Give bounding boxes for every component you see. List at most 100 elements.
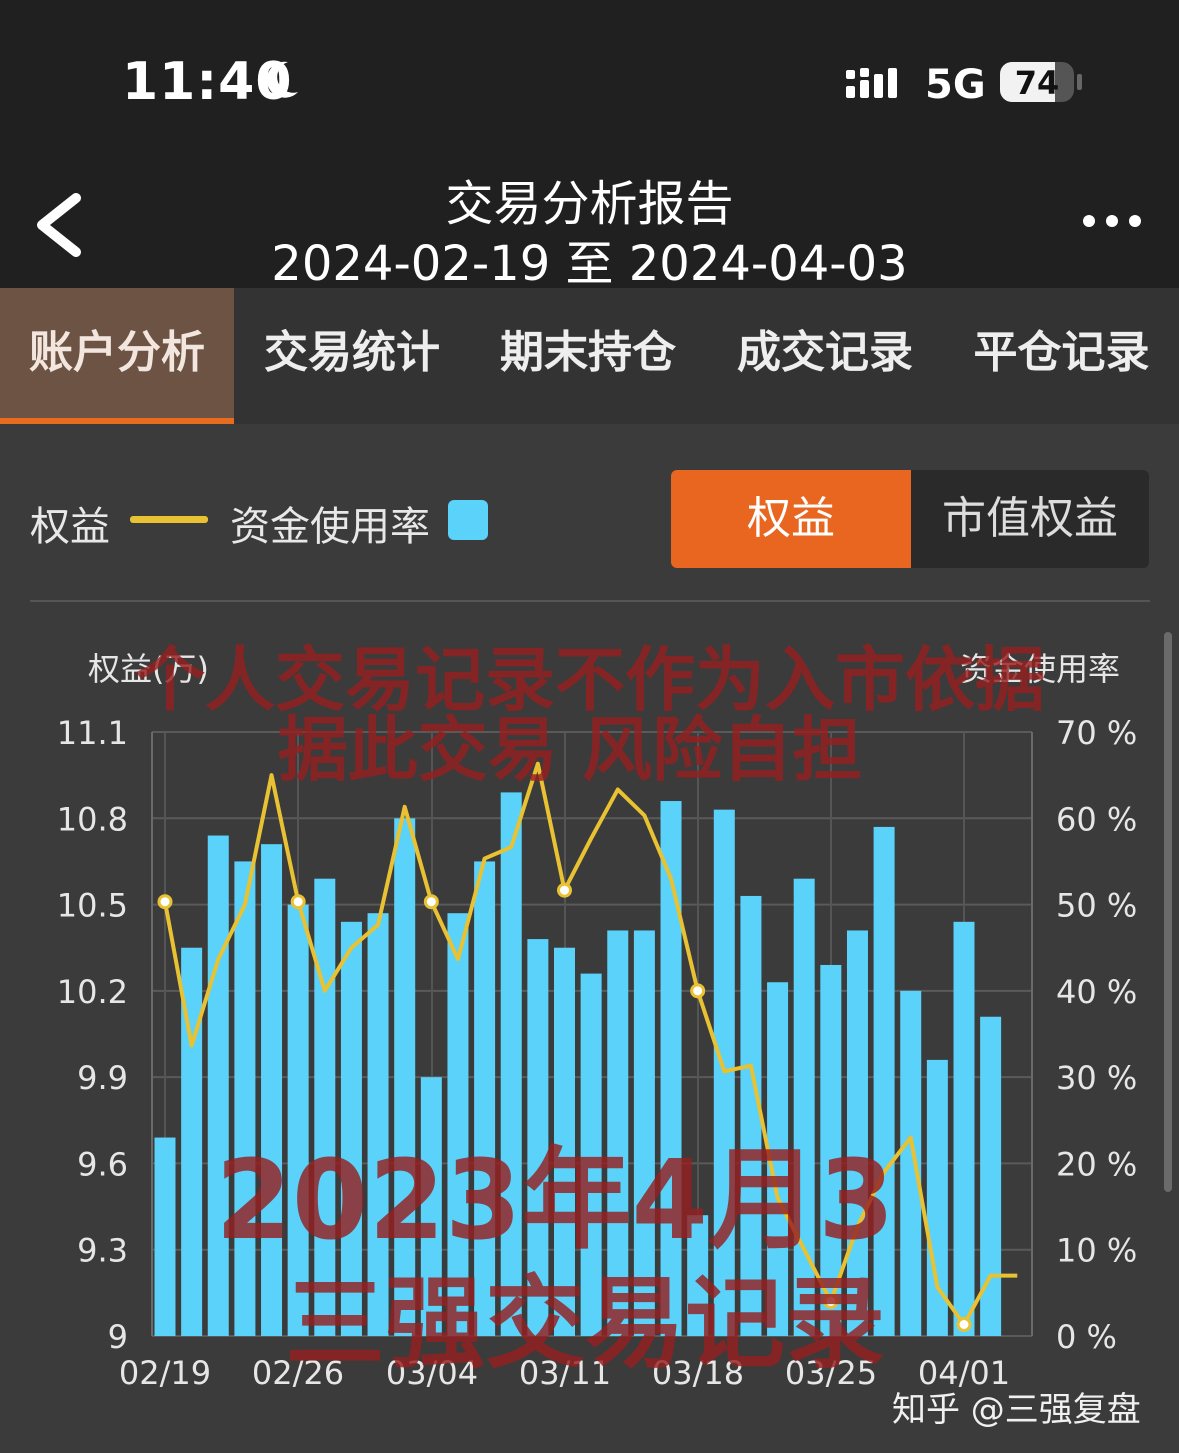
usage-bar <box>767 982 789 1336</box>
equity-point <box>823 1293 839 1309</box>
chart-legend: 权益 资金使用率 <box>0 470 1179 570</box>
usage-bar <box>261 844 283 1336</box>
battery-level: 74 <box>1014 64 1060 102</box>
more-icon[interactable] <box>1082 214 1142 228</box>
tab-fill-records[interactable]: 成交记录 <box>737 327 913 378</box>
usage-bar <box>580 973 602 1336</box>
tab-trade-stats[interactable]: 交易统计 <box>264 327 440 378</box>
battery-icon: 74 <box>1000 62 1074 102</box>
tab-end-positions[interactable]: 期末持仓 <box>500 327 676 378</box>
right-tick-label: 40 % <box>1056 973 1137 1011</box>
watermark-line-3: 2023年4月3 <box>215 1136 894 1264</box>
scrollbar[interactable] <box>1164 632 1172 1192</box>
usage-bar <box>793 878 815 1336</box>
usage-bar <box>340 921 362 1336</box>
usage-bar <box>633 930 655 1336</box>
legend-usage-label: 资金使用率 <box>230 504 430 550</box>
usage-bar <box>394 818 416 1336</box>
equity-point <box>423 894 439 910</box>
left-tick-label: 9.3 <box>77 1232 128 1270</box>
equity-line <box>157 761 1018 1332</box>
usage-bar <box>740 895 762 1336</box>
usage-bar <box>207 835 229 1336</box>
watermark: 个人交易记录不作为入市依据 据此交易 风险自担 2023年4月3 三强交易记录 <box>135 639 1045 1382</box>
tab-close-records[interactable]: 平仓记录 <box>973 327 1150 378</box>
watermark-line-4: 三强交易记录 <box>285 1265 885 1382</box>
usage-bars <box>154 792 1002 1336</box>
left-tick-label: 10.5 <box>57 887 128 925</box>
toggle-market-equity-button[interactable]: 市值权益 <box>942 493 1118 544</box>
usage-bar <box>420 1077 442 1336</box>
equity-point <box>290 894 306 910</box>
equity-point <box>956 1316 972 1332</box>
nav-header: 交易分析报告 2024-02-19 至 2024-04-03 <box>0 150 1179 292</box>
active-tab-indicator <box>0 418 234 424</box>
credit-watermark: 知乎 @三强复盘 <box>892 1390 1141 1430</box>
usage-bar <box>554 947 575 1336</box>
usage-bar <box>846 930 868 1336</box>
right-tick-label: 30 % <box>1056 1059 1137 1097</box>
left-tick-label: 9.9 <box>77 1059 128 1097</box>
legend-usage-swatch <box>448 500 488 540</box>
status-bar: 11:40 5G 74 <box>0 0 1179 150</box>
equity-point <box>690 983 706 999</box>
usage-bar <box>234 861 256 1336</box>
axis-ticks: 11.1 70 % 10.8 60 % 10.5 50 % 10.2 40 % 9.9 30 % 9… <box>57 714 1138 1392</box>
x-tick-label: 03/04 <box>386 1354 478 1392</box>
toggle-equity-button[interactable]: 权益 <box>671 470 911 568</box>
usage-bar <box>900 990 922 1336</box>
divider <box>30 600 1150 602</box>
equity-usage-chart: 权益(万) 资金使用率 11.1 70 % 10.8 60 % 10.5 50 % 10.2… <box>57 639 1138 1392</box>
equity-point <box>557 882 572 898</box>
network-type: 5G <box>925 62 986 108</box>
usage-bar <box>953 921 975 1336</box>
chevron-left-icon[interactable] <box>30 190 86 260</box>
right-tick-label: 60 % <box>1056 800 1137 838</box>
usage-bar <box>660 801 682 1336</box>
x-tick-label: 02/26 <box>252 1354 344 1392</box>
usage-bar <box>500 792 522 1336</box>
status-time: 11:40 <box>122 52 293 112</box>
usage-bar <box>447 913 469 1336</box>
usage-bar <box>154 1137 176 1336</box>
usage-bar <box>980 1016 1002 1336</box>
x-tick-label: 02/19 <box>119 1354 211 1392</box>
tab-bar: 账户分析 交易统计 期末持仓 成交记录 平仓记录 <box>0 288 1179 424</box>
legend-equity-label: 权益 <box>30 504 110 550</box>
left-tick-label: 10.2 <box>57 973 128 1011</box>
equity-point <box>157 894 173 910</box>
usage-bar <box>367 913 389 1336</box>
right-tick-label: 70 % <box>1056 714 1137 752</box>
usage-bar <box>287 904 309 1336</box>
left-tick-label: 9.6 <box>77 1145 128 1183</box>
usage-bar <box>474 861 496 1336</box>
left-tick-label: 11.1 <box>57 714 128 752</box>
x-tick-label: 03/25 <box>785 1354 877 1392</box>
left-axis-label: 权益(万) <box>88 650 209 688</box>
date-range: 2024-02-19 至 2024-04-03 <box>271 236 908 292</box>
left-tick-label: 9 <box>108 1318 128 1356</box>
usage-bar <box>873 826 895 1336</box>
usage-bar <box>820 964 842 1336</box>
x-tick-label: 03/11 <box>519 1354 611 1392</box>
x-tick-label: 04/01 <box>918 1354 1010 1392</box>
watermark-line-2: 据此交易 风险自担 <box>278 709 862 791</box>
usage-bar <box>527 939 549 1336</box>
right-axis-label: 资金使用率 <box>960 650 1120 688</box>
moon-icon <box>266 61 298 98</box>
right-tick-label: 10 % <box>1056 1232 1137 1270</box>
legend-equity-line <box>130 516 208 523</box>
right-tick-label: 20 % <box>1056 1145 1137 1183</box>
left-tick-label: 10.8 <box>57 800 128 838</box>
right-tick-label: 0 % <box>1056 1318 1117 1356</box>
usage-bar <box>607 930 629 1336</box>
x-tick-label: 03/18 <box>652 1354 744 1392</box>
page-title: 交易分析报告 <box>445 176 734 232</box>
usage-bar <box>181 947 203 1336</box>
right-tick-label: 50 % <box>1056 887 1137 925</box>
watermark-line-1: 个人交易记录不作为入市依据 <box>135 639 1045 721</box>
usage-bar <box>314 878 336 1336</box>
tab-account-analysis[interactable]: 账户分析 <box>0 288 234 424</box>
signal-icon <box>846 68 897 98</box>
equity-polyline <box>163 761 1018 1327</box>
